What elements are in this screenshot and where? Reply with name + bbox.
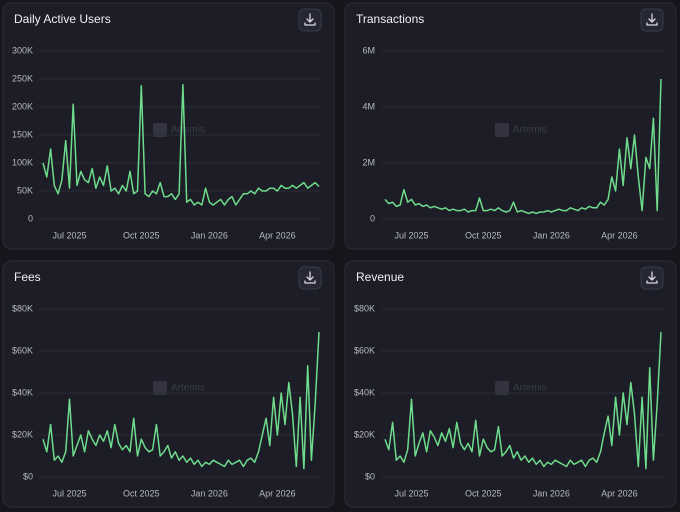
watermark-logo bbox=[495, 381, 509, 395]
panel-background bbox=[2, 260, 335, 508]
download-icon bbox=[646, 13, 658, 26]
y-tick-label: 150K bbox=[12, 129, 33, 139]
chart-title: Fees bbox=[14, 270, 41, 284]
download-button[interactable] bbox=[298, 8, 322, 32]
chart-panel: Fees Artemis $0 $20K $40K $60K $80K Jul 2025 Oct… bbox=[2, 260, 335, 508]
chart-panel: Revenue Artemis $0 $20K $40K $60K $80K Jul 2025… bbox=[344, 260, 677, 508]
download-button[interactable] bbox=[298, 266, 322, 290]
chart-panel: Daily Active Users Artemis 0 50K 100K 150K 200… bbox=[2, 2, 335, 250]
y-tick-label: 100K bbox=[12, 157, 33, 167]
x-tick-label: Apr 2026 bbox=[259, 488, 296, 498]
x-tick-label: Jul 2025 bbox=[394, 230, 428, 240]
y-tick-label: $0 bbox=[365, 471, 375, 481]
x-tick-label: Oct 2025 bbox=[465, 230, 502, 240]
y-tick-label: $80K bbox=[354, 303, 375, 313]
y-tick-label: $0 bbox=[23, 471, 33, 481]
y-tick-label: $40K bbox=[12, 387, 33, 397]
x-tick-label: Jan 2026 bbox=[191, 230, 228, 240]
chart-title: Daily Active Users bbox=[14, 12, 111, 26]
watermark-logo bbox=[495, 123, 509, 137]
x-tick-label: Jan 2026 bbox=[191, 488, 228, 498]
data-line bbox=[42, 83, 320, 206]
chart-title: Revenue bbox=[356, 270, 404, 284]
x-tick-label: Jul 2025 bbox=[52, 230, 86, 240]
y-tick-label: 4M bbox=[362, 101, 375, 111]
watermark-logo bbox=[153, 381, 167, 395]
watermark: Artemis bbox=[171, 125, 205, 136]
chart-title: Transactions bbox=[356, 12, 424, 26]
data-line bbox=[42, 332, 320, 470]
y-tick-label: 300K bbox=[12, 45, 33, 55]
download-button[interactable] bbox=[640, 8, 664, 32]
data-line bbox=[384, 78, 662, 215]
y-tick-label: $20K bbox=[12, 429, 33, 439]
x-tick-label: Jan 2026 bbox=[533, 488, 570, 498]
download-icon bbox=[304, 271, 316, 284]
x-tick-label: Apr 2026 bbox=[601, 230, 638, 240]
y-tick-label: $80K bbox=[12, 303, 33, 313]
chart-panel: Transactions Artemis 0 2M 4M 6M Jul 2025 Oct 20… bbox=[344, 2, 677, 250]
watermark: Artemis bbox=[513, 383, 547, 394]
y-tick-label: $60K bbox=[354, 345, 375, 355]
y-tick-label: 2M bbox=[362, 157, 375, 167]
y-tick-label: 50K bbox=[17, 185, 33, 195]
panel-background bbox=[2, 2, 335, 250]
x-tick-label: Oct 2025 bbox=[123, 230, 160, 240]
download-icon bbox=[304, 13, 316, 26]
x-tick-label: Apr 2026 bbox=[601, 488, 638, 498]
y-tick-label: 200K bbox=[12, 101, 33, 111]
download-button[interactable] bbox=[640, 266, 664, 290]
data-line bbox=[384, 332, 662, 470]
watermark: Artemis bbox=[171, 383, 205, 394]
panel-background bbox=[344, 260, 677, 508]
watermark: Artemis bbox=[513, 125, 547, 136]
y-tick-label: 0 bbox=[28, 213, 33, 223]
x-tick-label: Jan 2026 bbox=[533, 230, 570, 240]
y-tick-label: $40K bbox=[354, 387, 375, 397]
y-tick-label: 0 bbox=[370, 213, 375, 223]
y-tick-label: $20K bbox=[354, 429, 375, 439]
x-tick-label: Jul 2025 bbox=[394, 488, 428, 498]
x-tick-label: Jul 2025 bbox=[52, 488, 86, 498]
x-tick-label: Oct 2025 bbox=[465, 488, 502, 498]
x-tick-label: Oct 2025 bbox=[123, 488, 160, 498]
download-icon bbox=[646, 271, 658, 284]
y-tick-label: 250K bbox=[12, 73, 33, 83]
watermark-logo bbox=[153, 123, 167, 137]
y-tick-label: $60K bbox=[12, 345, 33, 355]
panel-background bbox=[344, 2, 677, 250]
y-tick-label: 6M bbox=[362, 45, 375, 55]
x-tick-label: Apr 2026 bbox=[259, 230, 296, 240]
